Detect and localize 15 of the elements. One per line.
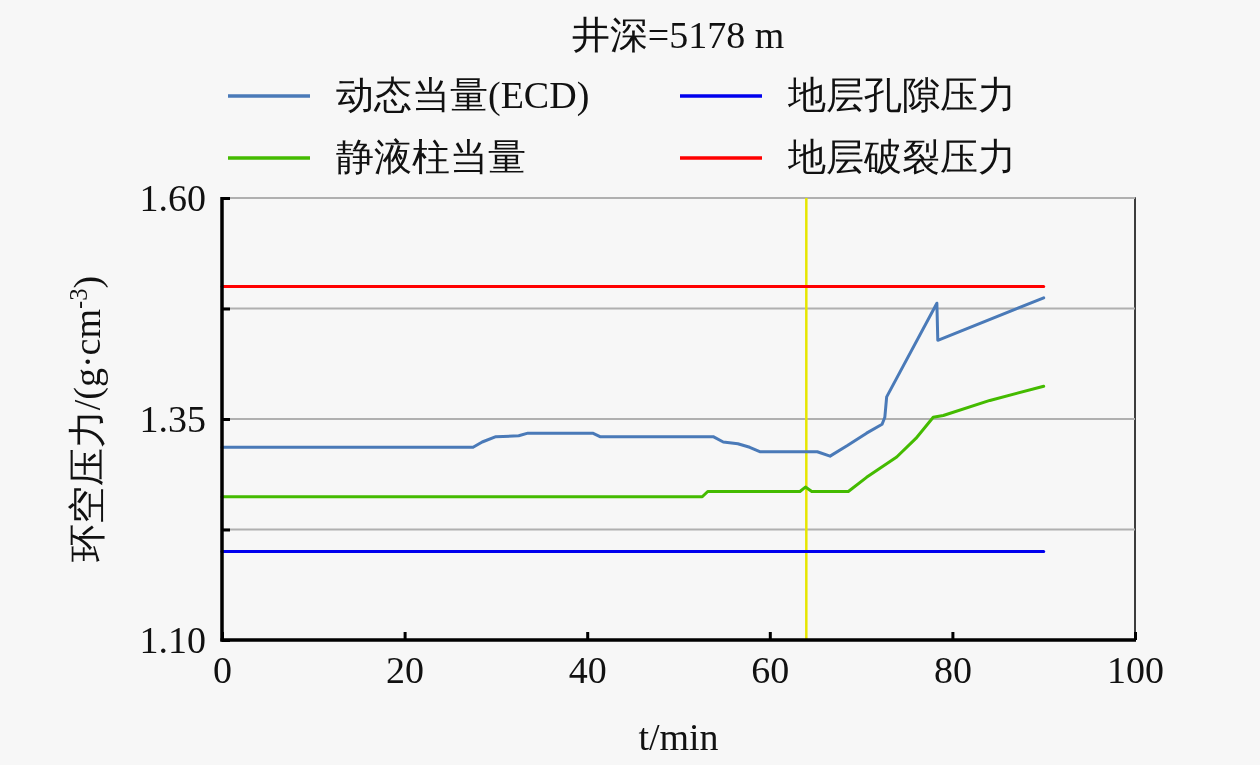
x-axis-title: t/min — [638, 716, 719, 758]
legend-label: 地层孔隙压力 — [787, 74, 1016, 116]
x-tick-label: 80 — [933, 648, 972, 691]
y-tick-label: 1.10 — [139, 618, 206, 661]
x-tick-label: 60 — [751, 648, 790, 691]
legend-label: 静液柱当量 — [336, 136, 526, 178]
x-tick-label: 100 — [1107, 648, 1164, 691]
x-tick-label: 40 — [568, 648, 607, 691]
y-tick-label: 1.35 — [139, 397, 206, 440]
y-tick-label: 1.60 — [139, 176, 206, 219]
x-tick-label: 20 — [386, 648, 425, 691]
x-tick-label: 0 — [213, 648, 232, 691]
legend-label: 动态当量(ECD) — [336, 74, 590, 117]
legend-label: 地层破裂压力 — [787, 136, 1016, 178]
chart-title: 井深=5178 m — [571, 14, 785, 56]
